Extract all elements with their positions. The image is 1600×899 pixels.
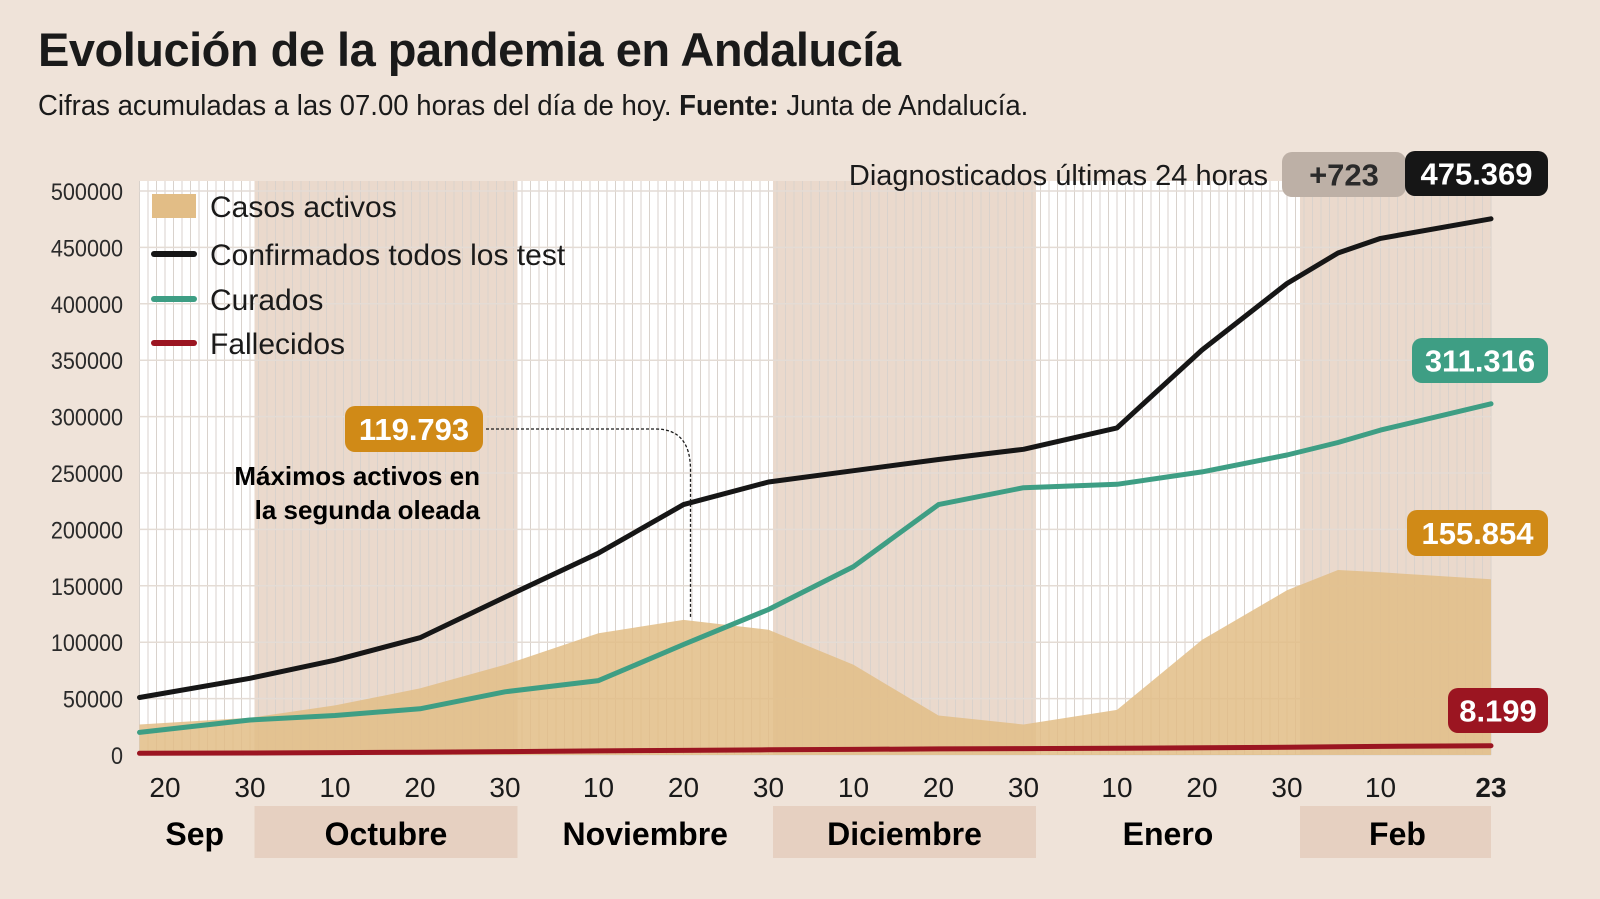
peak-active-badge-bg	[345, 406, 483, 452]
y-tick-label: 400000	[51, 291, 123, 318]
last24-badge: +723	[1309, 158, 1379, 193]
series-area-casos-activos	[139, 570, 1491, 755]
y-tick-label: 300000	[51, 404, 123, 431]
deaths-total-badge-bg	[1448, 688, 1548, 733]
active-total-badge-bg	[1407, 510, 1548, 556]
month-label: Diciembre	[827, 816, 982, 852]
series-line-fallecidos	[137, 743, 1494, 756]
y-tick-label: 450000	[51, 234, 123, 261]
x-tick-label: 20	[1186, 772, 1217, 803]
month-label-band	[254, 806, 518, 858]
month-label: Octubre	[325, 816, 448, 852]
x-tick-label: 20	[404, 772, 435, 803]
y-tick-label: 50000	[63, 686, 123, 713]
month-label: Enero	[1123, 816, 1214, 852]
legend-label: Curados	[210, 284, 323, 317]
month-label-band	[773, 806, 1036, 858]
y-tick-label: 200000	[51, 516, 123, 543]
recovered-total-badge: 311.316	[1425, 344, 1535, 379]
subtitle: Cifras acumuladas a las 07.00 horas del …	[38, 90, 1028, 123]
x-tick-label: 30	[1271, 772, 1302, 803]
x-tick-label: 10	[583, 772, 614, 803]
peak-connector	[486, 428, 692, 618]
confirmed-total-badge-bg	[1405, 151, 1548, 196]
y-tick-label: 350000	[51, 347, 123, 374]
series-line-confirmados	[137, 216, 1494, 700]
peak-annotation-line2: la segunda oleada	[255, 495, 481, 525]
y-tick-label: 500000	[51, 178, 123, 205]
x-tick-label: 30	[234, 772, 265, 803]
series-line-curados	[137, 401, 1494, 735]
active-total-badge: 155.854	[1421, 516, 1534, 551]
last24-label: Diagnosticados últimas 24 horas	[849, 160, 1268, 192]
month-label-band	[1300, 806, 1491, 858]
deaths-total-badge: 8.199	[1459, 694, 1537, 729]
recovered-total-badge-bg	[1412, 338, 1548, 383]
last24-badge-bg	[1282, 152, 1406, 197]
x-tick-label: 20	[149, 772, 180, 803]
x-tick-label: 10	[1101, 772, 1132, 803]
source-label: Fuente:	[679, 90, 779, 122]
source-name: Junta de Andalucía.	[778, 90, 1029, 122]
y-tick-label: 250000	[51, 460, 123, 487]
legend-label: Confirmados todos los test	[210, 239, 566, 272]
month-label: Noviembre	[563, 816, 728, 852]
peak-annotation-line1: Máximos activos en	[234, 461, 480, 491]
x-tick-label: 10	[838, 772, 869, 803]
page-title: Evolución de la pandemia en Andalucía	[38, 23, 901, 76]
legend-swatch-area	[152, 194, 196, 218]
x-tick-label: 30	[489, 772, 520, 803]
x-tick-label: 20	[923, 772, 954, 803]
y-tick-label: 150000	[51, 573, 123, 600]
x-tick-label: 20	[668, 772, 699, 803]
month-label: Feb	[1369, 816, 1426, 852]
subtitle-text: Cifras acumuladas a las 07.00 horas del …	[38, 90, 680, 122]
x-tick-label: 10	[1365, 772, 1396, 803]
y-tick-label: 0	[111, 742, 123, 769]
y-tick-label: 100000	[51, 629, 123, 656]
confirmed-total-badge: 475.369	[1420, 157, 1532, 192]
x-tick-label: 23	[1475, 772, 1506, 803]
x-tick-label: 30	[753, 772, 784, 803]
x-tick-label: 10	[319, 772, 350, 803]
legend-label: Fallecidos	[210, 328, 345, 361]
x-tick-label: 30	[1008, 772, 1039, 803]
peak-active-badge: 119.793	[359, 412, 469, 447]
legend-label: Casos activos	[210, 191, 397, 224]
month-label: Sep	[165, 816, 224, 852]
